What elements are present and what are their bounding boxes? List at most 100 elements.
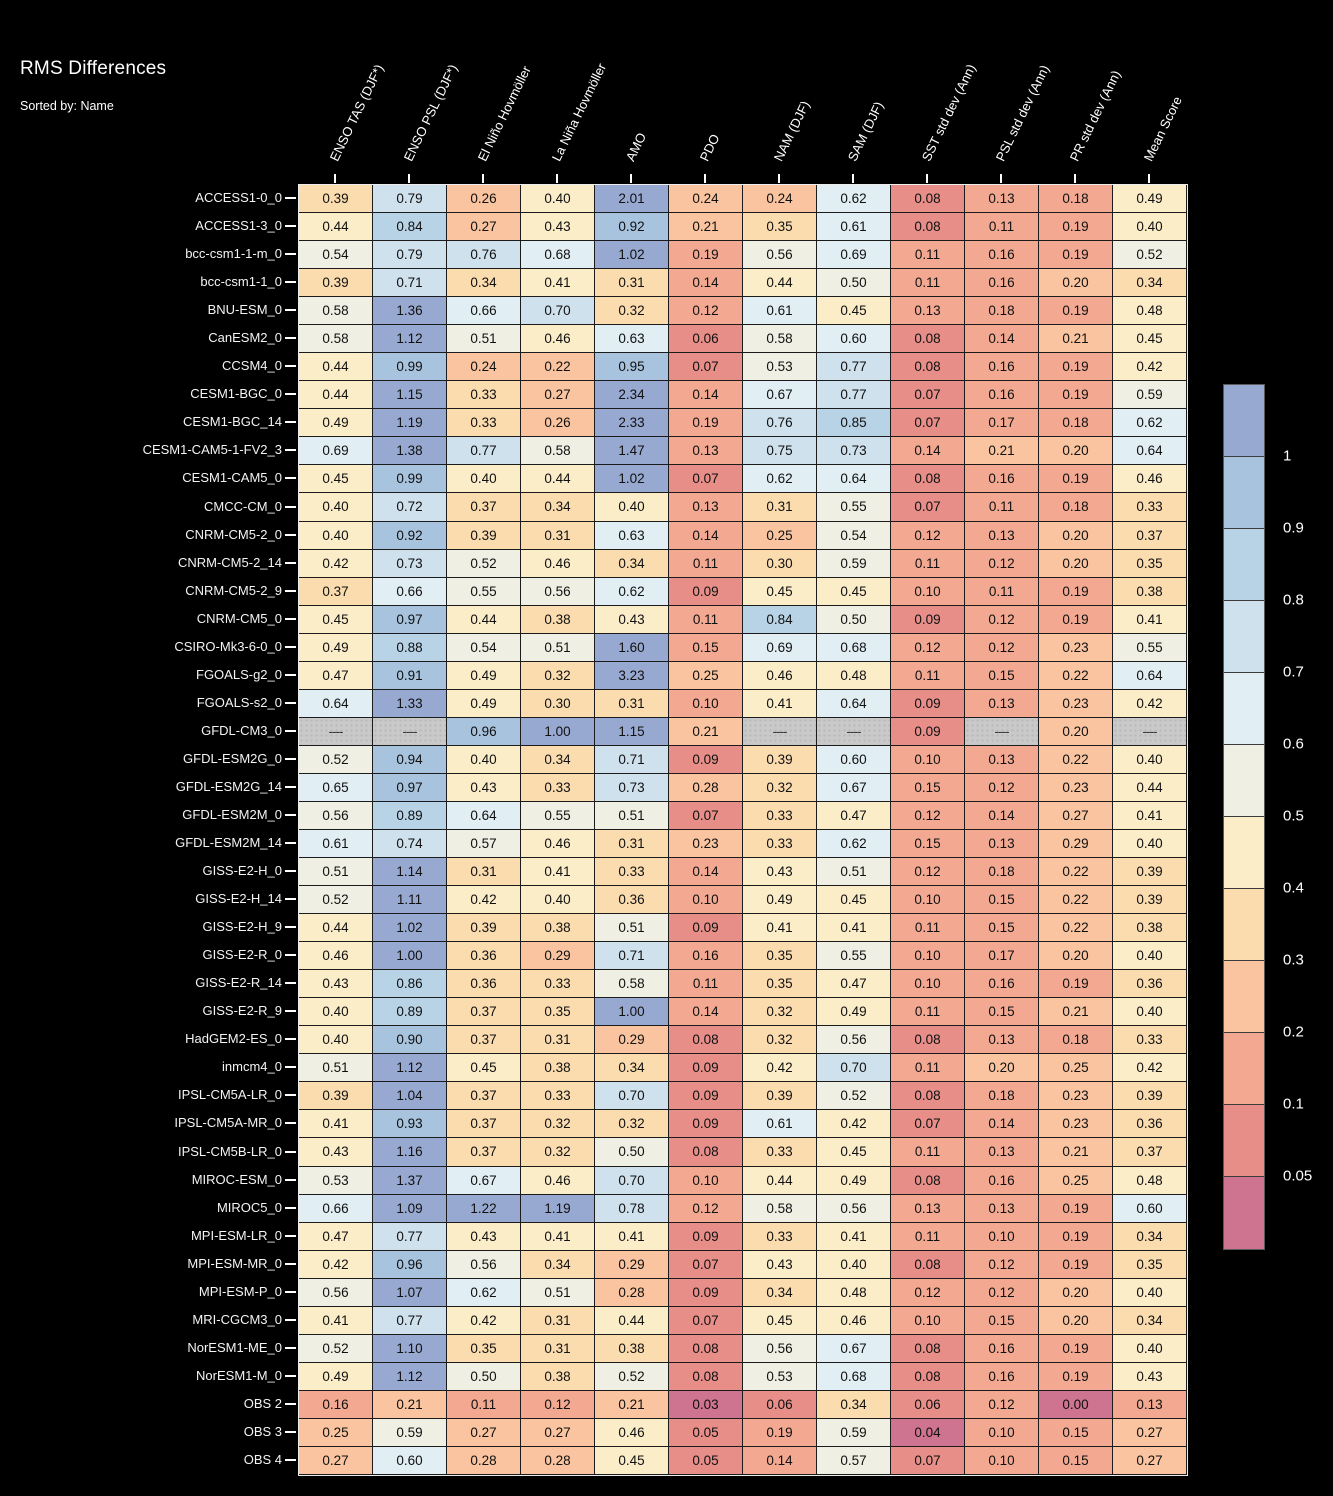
heatmap-cell: 0.19 (1039, 241, 1113, 270)
heatmap-cell: 0.37 (1113, 521, 1187, 550)
heatmap-cell: 0.41 (1113, 801, 1187, 830)
row-label: IPSL-CM5B-LR_0 (177, 1143, 282, 1159)
heatmap-cell: 0.33 (595, 858, 669, 887)
heatmap-cell: 0.21 (1039, 325, 1113, 354)
heatmap-cell: 0.51 (595, 801, 669, 830)
heatmap-cell: 0.41 (817, 1222, 891, 1251)
heatmap-cell: 0.38 (521, 605, 595, 634)
heatmap-cell: 0.33 (447, 409, 521, 438)
row-tick (285, 197, 296, 200)
heatmap-cell: 0.11 (447, 1390, 521, 1419)
heatmap-cell: 0.42 (1113, 1054, 1187, 1083)
heatmap-cell: 0.27 (521, 381, 595, 410)
heatmap-cell: 0.31 (521, 1334, 595, 1363)
heatmap-cell: 0.55 (521, 801, 595, 830)
heatmap-cell: 0.42 (299, 1250, 373, 1279)
heatmap-cell: 0.55 (817, 942, 891, 971)
row-label: IPSL-CM5A-MR_0 (174, 1115, 282, 1131)
heatmap-cell: 0.57 (817, 1446, 891, 1475)
heatmap-cell: 0.60 (817, 745, 891, 774)
heatmap-cell: 0.11 (891, 241, 965, 270)
heatmap-cell: 0.11 (965, 493, 1039, 522)
heatmap-cell: 0.41 (521, 269, 595, 298)
heatmap-cell: 0.91 (373, 661, 447, 690)
heatmap-cell: 0.44 (743, 269, 817, 298)
row-tick (285, 533, 296, 536)
heatmap-cell: 0.46 (521, 325, 595, 354)
heatmap-cell: 0.19 (669, 241, 743, 270)
column-header-label: AMO (622, 130, 650, 164)
heatmap-cell: 0.08 (669, 1362, 743, 1391)
colorbar-segment (1224, 1105, 1264, 1177)
heatmap-cell: 0.10 (669, 689, 743, 718)
row-tick (285, 589, 296, 592)
row-label: GISS-E2-R_0 (202, 947, 282, 963)
row-label: bcc-csm1-1-m_0 (185, 246, 282, 262)
heatmap-cell: 0.19 (1039, 1362, 1113, 1391)
heatmap-cell: 0.04 (891, 1418, 965, 1447)
heatmap-cell: 0.21 (1039, 1138, 1113, 1167)
heatmap-cell: 0.34 (817, 1390, 891, 1419)
heatmap-cell: 0.40 (447, 745, 521, 774)
heatmap-cell: 0.15 (1039, 1418, 1113, 1447)
row-tick (285, 337, 296, 340)
heatmap-cell: 0.19 (1039, 577, 1113, 606)
heatmap-cell: 0.33 (1113, 493, 1187, 522)
heatmap-cell: 0.25 (1039, 1054, 1113, 1083)
heatmap-cell: 0.16 (965, 269, 1039, 298)
heatmap-cell: 0.35 (447, 1334, 521, 1363)
heatmap-cell: 0.05 (669, 1446, 743, 1475)
heatmap-cell: 1.07 (373, 1278, 447, 1307)
heatmap-cell: 0.12 (965, 1250, 1039, 1279)
heatmap-cell: 0.43 (595, 605, 669, 634)
heatmap-cell: 0.42 (743, 1054, 817, 1083)
row-tick (285, 1122, 296, 1125)
heatmap-cell: 1.10 (373, 1334, 447, 1363)
heatmap-cell: 0.10 (965, 1446, 1039, 1475)
heatmap-cell: 0.39 (1113, 858, 1187, 887)
heatmap-cell: 0.19 (1039, 353, 1113, 382)
heatmap-cell: 0.84 (743, 605, 817, 634)
heatmap-cell: 0.43 (299, 970, 373, 999)
heatmap-cell: 0.39 (299, 269, 373, 298)
heatmap-cell: 0.45 (299, 465, 373, 494)
heatmap-cell: 0.15 (965, 886, 1039, 915)
heatmap-cell: 0.67 (743, 381, 817, 410)
row-label: CNRM-CM5_0 (196, 610, 282, 626)
heatmap-cell: 0.64 (817, 689, 891, 718)
heatmap-cell: 0.40 (595, 493, 669, 522)
row-label: MPI-ESM-MR_0 (187, 1255, 282, 1271)
heatmap-cell: 0.13 (965, 689, 1039, 718)
heatmap-cell: 0.49 (299, 633, 373, 662)
heatmap-cell: 0.09 (891, 689, 965, 718)
row-tick (285, 561, 296, 564)
heatmap-cell: 1.11 (373, 886, 447, 915)
heatmap-cell: 0.61 (817, 213, 891, 242)
heatmap-cell: 0.47 (817, 801, 891, 830)
heatmap-cell: 0.94 (373, 745, 447, 774)
heatmap-cell: ---- (299, 717, 373, 746)
heatmap-cell: 0.20 (1039, 521, 1113, 550)
heatmap-cell: 0.08 (891, 1362, 965, 1391)
heatmap-cell: 0.72 (373, 493, 447, 522)
heatmap-cell: 0.33 (447, 381, 521, 410)
heatmap-cell: 0.15 (965, 661, 1039, 690)
heatmap-cell: 0.64 (447, 801, 521, 830)
heatmap-cell: 0.92 (373, 521, 447, 550)
heatmap-cell: 0.34 (595, 1054, 669, 1083)
colorbar-segment (1224, 889, 1264, 961)
heatmap-cell: 0.44 (299, 353, 373, 382)
heatmap-cell: 0.46 (521, 829, 595, 859)
heatmap-cell: 0.46 (521, 1166, 595, 1195)
heatmap-cell: 0.31 (521, 521, 595, 550)
heatmap-cell: 0.11 (891, 549, 965, 578)
heatmap-cell: 0.45 (743, 577, 817, 606)
row-tick (285, 729, 296, 732)
heatmap-cell: 0.59 (817, 549, 891, 578)
heatmap-cell: 0.37 (447, 493, 521, 522)
heatmap-cell: 0.41 (299, 1306, 373, 1335)
heatmap-cell: 0.35 (743, 213, 817, 242)
heatmap-cell: 0.36 (1113, 970, 1187, 999)
row-tick (285, 225, 296, 228)
row-tick (285, 449, 296, 452)
